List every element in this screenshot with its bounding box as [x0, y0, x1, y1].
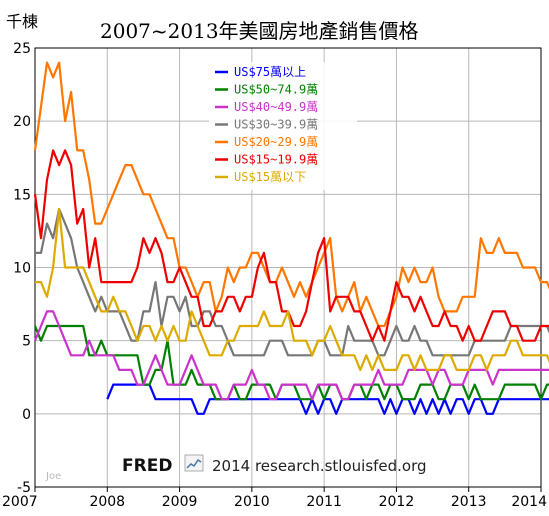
- x-tick-label: 2008: [89, 494, 125, 510]
- fred-brand-label: FRED: [122, 456, 172, 476]
- legend: US$75萬以上 US$50~74.9萬 US$40~49.9萬 US$30~39.9…: [209, 62, 357, 190]
- legend-label: US$20~29.9萬: [234, 135, 318, 149]
- legend-label: US$50~74.9萬: [234, 83, 318, 97]
- y-tick-label: 0: [22, 407, 31, 423]
- x-tick-label: 2011: [306, 494, 342, 510]
- series-line-6: [35, 207, 549, 371]
- x-tick-label: 2012: [379, 494, 415, 510]
- chart-title: 2007~2013年美國房地產銷售價格: [100, 19, 419, 43]
- x-tick-label: 2013: [451, 494, 487, 510]
- y-tick-label: -5: [17, 480, 31, 496]
- y-tick-label: 15: [13, 187, 31, 203]
- line-chart-icon: [184, 454, 204, 472]
- y-axis-unit-label: 千棟: [6, 12, 38, 31]
- signature-label: Joe: [45, 471, 61, 482]
- plot-frame: [34, 47, 542, 488]
- y-tick-label: 10: [13, 261, 31, 277]
- x-tick-label: 2009: [162, 494, 198, 510]
- series-line-4: [33, 61, 549, 328]
- legend-box: [209, 62, 357, 190]
- legend-label: US$15~19.9萬: [234, 153, 318, 167]
- series-line-0: [106, 383, 549, 415]
- x-tick-label: 2010: [234, 494, 270, 510]
- series-lines: [33, 61, 549, 415]
- x-tick-label: 2007: [2, 494, 38, 510]
- y-tick-label: 5: [22, 334, 31, 350]
- series-line-2: [33, 310, 549, 401]
- y-tick-label: 20: [13, 114, 31, 130]
- legend-label: US$15萬以下: [234, 170, 306, 184]
- y-tick-label: 25: [13, 41, 31, 57]
- legend-label: US$30~39.9萬: [234, 118, 318, 132]
- legend-label: US$75萬以上: [234, 65, 306, 79]
- series-line-5: [33, 149, 549, 342]
- legend-label: US$40~49.9萬: [234, 100, 318, 114]
- x-tick-label: 2014: [511, 494, 547, 510]
- fred-source-text: 2014 research.stlouisfed.org: [212, 457, 427, 475]
